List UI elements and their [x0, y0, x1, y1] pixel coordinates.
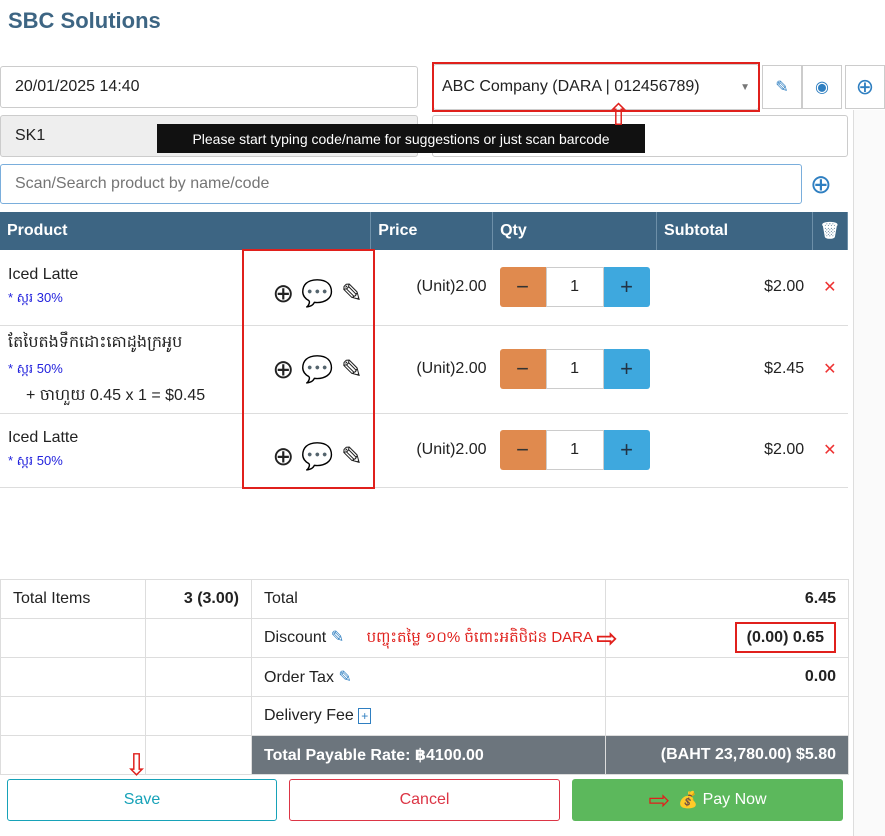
remove-icon[interactable]: ✕: [812, 250, 848, 326]
date-field[interactable]: 20/01/2025 14:40: [0, 66, 418, 108]
price: (Unit)2.00: [370, 325, 493, 414]
plus-circle-icon: ⊕: [855, 74, 875, 99]
side-panel: [853, 110, 885, 836]
tax-value: 0.00: [605, 657, 849, 697]
money-bag-icon: 💰: [678, 792, 699, 809]
qty-value[interactable]: 1: [545, 267, 604, 308]
payable-label: Total Payable Rate: ฿4100.00: [250, 735, 607, 775]
product-name: តែបៃតងទឹកដោះគោដូងក្រអូប: [8, 333, 183, 351]
price: (Unit)2.00: [370, 250, 493, 326]
qty-value[interactable]: 1: [545, 430, 604, 470]
modifier: * ស្ករ 50%: [8, 452, 63, 468]
subtotal: $2.00: [656, 250, 813, 326]
table-row: Iced Latte * ស្ករ 30% ⊕ 💬 ✎ (Unit)2.00 −1 +…: [0, 250, 848, 326]
edit-customer-button[interactable]: ✎: [762, 65, 802, 109]
qty-stepper[interactable]: −1 +: [499, 430, 650, 470]
add-product-button[interactable]: ⊕: [810, 170, 832, 198]
col-price: Price: [370, 212, 494, 250]
discount-note: បញ្ចុះតម្លៃ ១០% ចំពោះអតិថិជន DARA: [366, 628, 594, 646]
remove-icon[interactable]: ✕: [812, 325, 848, 414]
comment-icon[interactable]: 💬: [301, 277, 334, 308]
total-value: 6.45: [605, 579, 849, 619]
plus-circle-icon[interactable]: ⊕: [272, 353, 295, 384]
comment-icon[interactable]: 💬: [301, 353, 334, 384]
col-product: Product: [0, 212, 372, 250]
plus-circle-icon[interactable]: ⊕: [272, 277, 295, 308]
plus-button[interactable]: +: [603, 267, 650, 308]
eye-icon: ◉: [815, 79, 829, 96]
tax-label: Order Tax: [264, 669, 334, 686]
col-qty: Qty: [492, 212, 658, 250]
save-button[interactable]: Save: [7, 779, 277, 821]
modifier: * ស្ករ 50%: [8, 360, 63, 376]
payable-value: (BAHT 23,780.00) $5.80: [605, 735, 849, 775]
plus-circle-icon[interactable]: ⊕: [272, 440, 295, 471]
addon: + ចាហួយ 0.45 x 1 = $0.45: [26, 386, 206, 404]
row-actions: ⊕ 💬 ✎: [272, 354, 362, 385]
arrow-up-icon: ⇧: [606, 99, 632, 132]
pencil-icon: ✎: [775, 79, 789, 96]
discount-value: (0.00) 0.65: [734, 622, 836, 653]
plus-button[interactable]: +: [603, 430, 650, 470]
arrow-down-icon: ⇩: [124, 749, 150, 782]
plus-button[interactable]: +: [603, 349, 650, 389]
modifier: * ស្ករ 30%: [8, 289, 63, 305]
discount-label: Discount: [264, 628, 327, 646]
edit-icon[interactable]: ✎: [340, 353, 363, 384]
col-subtotal: Subtotal: [656, 212, 813, 250]
chevron-down-icon: ▼: [740, 81, 750, 93]
cancel-button[interactable]: Cancel: [289, 779, 560, 821]
pay-now-label: Pay Now: [702, 791, 767, 808]
row-actions: ⊕ 💬 ✎: [272, 441, 362, 472]
minus-button[interactable]: −: [499, 430, 546, 470]
minus-button[interactable]: −: [499, 267, 546, 308]
product-search-input[interactable]: [0, 164, 802, 204]
minus-button[interactable]: −: [499, 349, 546, 389]
annotation-box: [242, 249, 375, 489]
row-actions: ⊕ 💬 ✎: [272, 278, 362, 309]
customer-select[interactable]: ABC Company (DARA | 012456789) ▼: [433, 64, 759, 110]
qty-stepper[interactable]: −1 +: [499, 349, 650, 389]
view-customer-button[interactable]: ◉: [802, 65, 842, 109]
comment-icon[interactable]: 💬: [301, 440, 334, 471]
total-label: Total: [250, 579, 607, 619]
product-name: Iced Latte: [8, 265, 79, 283]
delivery-label: Delivery Fee: [264, 707, 354, 724]
add-customer-button[interactable]: ⊕: [845, 65, 885, 109]
edit-icon[interactable]: ✎: [340, 277, 363, 308]
totals-table: Total Items 3 (3.00) Total 6.45 Discount ✎ …: [0, 579, 849, 775]
total-items-label: Total Items: [0, 579, 146, 619]
remove-icon[interactable]: ✕: [812, 413, 848, 488]
total-items-value: 3 (3.00): [145, 579, 252, 619]
product-name: Iced Latte: [8, 428, 79, 446]
edit-tax-icon[interactable]: ✎: [338, 669, 352, 686]
trash-icon[interactable]: 🗑: [812, 212, 849, 250]
edit-discount-icon[interactable]: ✎: [330, 628, 345, 646]
arrow-right-icon: ⇨: [596, 623, 618, 653]
plus-circle-icon: ⊕: [810, 169, 832, 199]
pay-now-button[interactable]: ⇨ 💰 Pay Now: [572, 779, 843, 821]
edit-icon[interactable]: ✎: [340, 440, 363, 471]
table-row: តែបៃតងទឹកដោះគោដូងក្រអូប * ស្ករ 50% + ចាហួយ…: [0, 325, 848, 414]
add-delivery-icon[interactable]: +: [358, 708, 372, 724]
subtotal: $2.45: [656, 325, 813, 414]
app-title: SBC Solutions: [8, 8, 161, 33]
customer-value: ABC Company (DARA | 012456789): [442, 78, 700, 95]
qty-stepper[interactable]: −1 +: [499, 267, 650, 308]
table-row: Iced Latte * ស្ករ 50% ⊕ 💬 ✎ (Unit)2.00 −1 +…: [0, 413, 848, 488]
annotation-box: [432, 62, 760, 112]
arrow-right-icon: ⇨: [648, 784, 671, 815]
price: (Unit)2.00: [370, 413, 493, 488]
tooltip: Please start typing code/name for sugges…: [157, 124, 645, 153]
qty-value[interactable]: 1: [545, 349, 604, 389]
subtotal: $2.00: [656, 413, 813, 488]
product-table: Product Price Qty Subtotal 🗑 Iced Latte *…: [0, 212, 849, 488]
